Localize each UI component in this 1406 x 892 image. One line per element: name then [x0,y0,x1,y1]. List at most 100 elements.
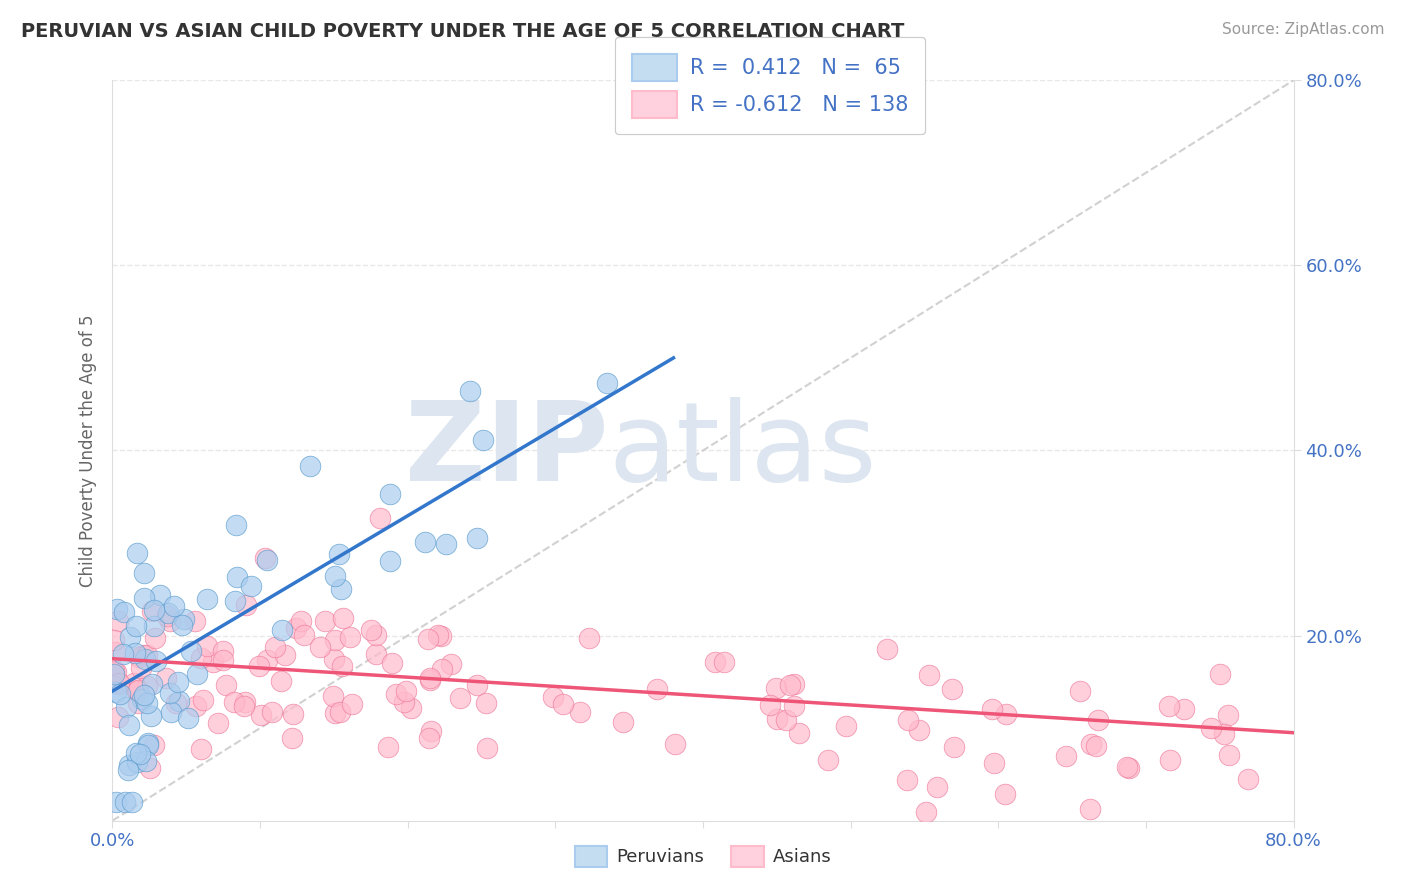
Point [111,647,134,661]
Point [108,676,131,690]
Point [172,618,194,632]
Point [103,633,125,648]
Point [235,599,257,613]
Point [377,740,399,755]
Point [430,629,453,643]
Point [332,611,354,625]
Point [127,697,149,711]
Point [1087,713,1109,727]
Point [270,673,292,688]
Point [160,705,183,719]
Point [465,531,488,545]
Text: atlas: atlas [609,397,877,504]
Point [165,696,187,710]
Point [162,599,184,613]
Point [190,742,212,756]
Point [141,677,163,691]
Point [167,694,190,708]
Point [380,487,402,501]
Point [131,692,153,706]
Point [108,687,131,701]
Point [122,676,145,690]
Point [553,697,575,711]
Point [759,698,782,713]
Point [314,615,336,629]
Point [896,773,918,788]
Point [193,693,215,707]
Point [256,653,278,667]
Point [298,458,321,473]
Point [118,630,141,644]
Point [434,536,457,550]
Point [207,715,229,730]
Point [364,628,387,642]
Text: PERUVIAN VS ASIAN CHILD POVERTY UNDER THE AGE OF 5 CORRELATION CHART: PERUVIAN VS ASIAN CHILD POVERTY UNDER TH… [21,22,904,41]
Point [440,657,463,671]
Point [112,605,135,619]
Point [274,648,297,662]
Point [115,700,138,714]
Point [432,662,454,676]
Point [135,679,157,693]
Point [195,639,218,653]
Point [381,657,404,671]
Point [332,659,354,673]
Point [449,691,471,706]
Point [983,756,1005,771]
Point [779,678,801,692]
Point [994,707,1017,722]
Point [1080,737,1102,751]
Point [132,591,155,605]
Point [413,535,436,549]
Point [323,632,346,647]
Point [783,698,806,713]
Point [612,715,634,730]
Point [132,566,155,581]
Point [704,655,727,669]
Point [1213,727,1236,741]
Point [1173,702,1195,716]
Point [105,684,128,698]
Point [145,654,167,668]
Point [281,706,304,721]
Point [783,677,806,691]
Legend: R =  0.412   N =  65, R = -0.612   N = 138: R = 0.412 N = 65, R = -0.612 N = 138 [614,37,925,135]
Point [139,709,162,723]
Point [125,683,148,698]
Point [225,570,247,584]
Point [1236,772,1258,786]
Point [135,754,157,768]
Point [1216,708,1239,723]
Text: Source: ZipAtlas.com: Source: ZipAtlas.com [1222,22,1385,37]
Point [129,747,152,761]
Point [136,738,159,752]
Point [127,755,149,769]
Point [134,651,156,665]
Point [124,646,146,660]
Point [211,644,233,658]
Point [918,668,941,682]
Point [129,660,152,674]
Point [378,554,401,568]
Point [330,582,353,596]
Point [190,650,212,665]
Point [125,746,148,760]
Point [897,713,920,727]
Point [876,641,898,656]
Point [427,628,450,642]
Point [323,706,346,721]
Point [104,645,127,659]
Point [596,376,619,391]
Point [103,667,125,681]
Point [159,686,181,700]
Y-axis label: Child Poverty Under the Age of 5: Child Poverty Under the Age of 5 [79,314,97,587]
Point [281,731,304,745]
Point [184,699,207,714]
Point [834,719,856,733]
Text: ZIP: ZIP [405,397,609,504]
Point [156,609,179,624]
Point [568,705,591,719]
Point [233,694,256,708]
Point [253,550,276,565]
Point [143,631,166,645]
